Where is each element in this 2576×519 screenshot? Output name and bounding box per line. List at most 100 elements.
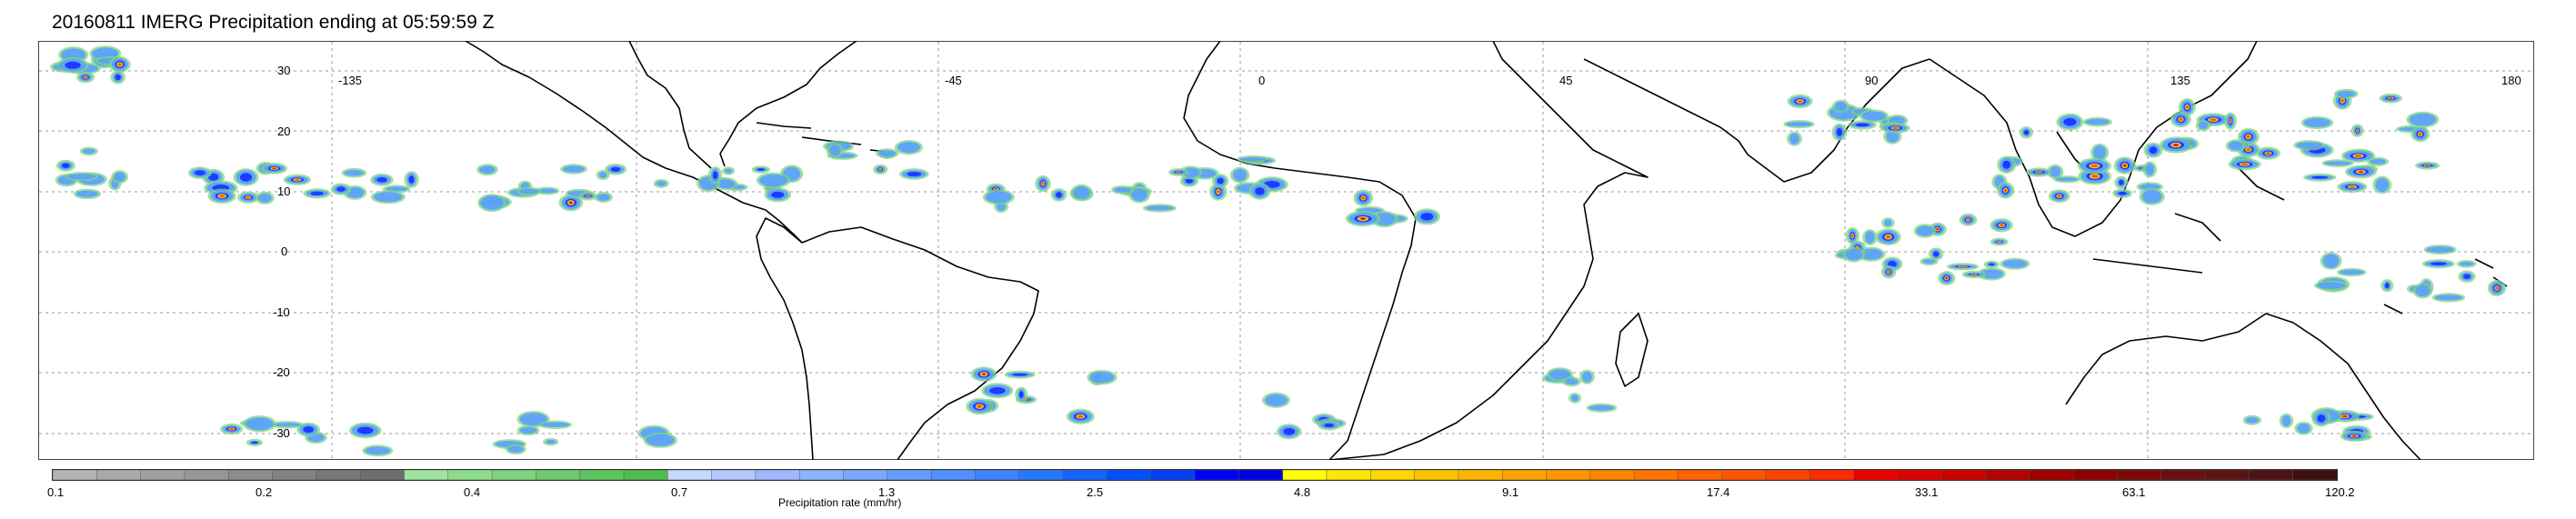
rain-cell (1145, 205, 1174, 211)
colorbar-cell (755, 469, 801, 481)
rain-cell (2303, 117, 2331, 128)
rain-cell (1797, 100, 1803, 103)
colorbar-cell (491, 469, 537, 481)
colorbar-cell (887, 469, 933, 481)
rain-cell (2343, 415, 2347, 417)
lon-label-0: 0 (1258, 74, 1265, 87)
rain-cell (2349, 185, 2356, 188)
rain-cell (2049, 165, 2061, 177)
colorbar-label-4-8: 4.8 (1294, 485, 1310, 499)
colorbar-cell (623, 469, 669, 481)
map-title: 20160811 IMERG Precipitation ending at 0… (52, 12, 495, 33)
rain-cell (2430, 262, 2447, 265)
rain-cell (1789, 133, 1799, 145)
lat-label-minus-20: -20 (273, 365, 290, 379)
rain-cell (115, 74, 121, 81)
colorbar-cell (1282, 469, 1328, 481)
rain-cell (1255, 187, 1265, 195)
colorbar-label-120-2: 120.2 (2325, 485, 2355, 499)
rain-cell (1865, 231, 1875, 244)
rain-cell (2093, 145, 2107, 160)
rain-cell (194, 170, 205, 176)
rain-cell (408, 175, 415, 184)
rain-cell (2384, 283, 2390, 289)
precipitation-map: -135 -45 0 45 90 135 180 30 20 10 0 -10 … (38, 41, 2534, 460)
rain-cell (2002, 259, 2028, 268)
rain-cell (1861, 111, 1887, 121)
rain-cell (67, 174, 95, 180)
rain-cell (2246, 135, 2250, 139)
rain-cell (310, 191, 325, 195)
colorbar-cell (579, 469, 625, 481)
colorbar-cell (2160, 469, 2206, 481)
colorbar-cell (667, 469, 713, 481)
rain-cell (2352, 435, 2356, 437)
rain-cell (598, 172, 607, 178)
colorbar-cell (1369, 469, 1416, 481)
rain-cell (546, 439, 556, 444)
rain-cell (2036, 171, 2041, 174)
rain-cell (1859, 248, 1883, 260)
rain-cell (2210, 118, 2217, 122)
rain-cell (2179, 117, 2183, 121)
rain-cell (1217, 177, 1224, 185)
colorbar-label-0-1: 0.1 (47, 485, 64, 499)
coast-africa-east (1328, 41, 1649, 460)
rain-cell (1937, 228, 1939, 230)
rain-cell (1265, 394, 1288, 406)
rain-cell (2340, 269, 2364, 275)
lon-label-90: 90 (1865, 74, 1878, 87)
rain-cell (2317, 414, 2326, 423)
colorbar-label-63-1: 63.1 (2122, 485, 2145, 499)
rain-cell (1570, 394, 1579, 402)
rain-cell (2240, 163, 2249, 165)
coast-africa-west (1183, 41, 1417, 460)
rain-cell (1420, 213, 1434, 221)
colorbar-label-33-1: 33.1 (1915, 485, 1938, 499)
rain-cell (977, 404, 983, 408)
colorbar-cell (1633, 469, 1679, 481)
colorbar-labels: 0.1 0.2 0.4 0.7 1.3 2.5 4.8 9.1 17.4 33.… (47, 485, 2355, 499)
colorbar-cell (2249, 469, 2294, 481)
rain-cell (563, 165, 585, 173)
colorbar-cell (1107, 469, 1152, 481)
rain-cell (1056, 192, 1062, 198)
lat-label-30: 30 (277, 64, 290, 77)
rain-cell (2375, 177, 2390, 193)
rain-cell (2296, 142, 2322, 149)
colorbar-cell (1985, 469, 2030, 481)
colorbar-cell (1809, 469, 1855, 481)
rain-cell (1232, 168, 1248, 182)
colorbar-cell (1853, 469, 1899, 481)
rain-cell (507, 445, 524, 453)
rain-cell (1565, 378, 1579, 385)
rain-cell (385, 186, 408, 192)
rain-cell (251, 441, 258, 444)
colorbar-cell (2117, 469, 2162, 481)
rain-cell (2459, 262, 2474, 266)
rain-cell (757, 168, 766, 171)
rain-cell (1966, 218, 1970, 221)
rain-cell (2055, 177, 2079, 182)
rain-cell (2357, 130, 2359, 132)
colorbar-cell (1940, 469, 1987, 481)
rain-cell (75, 190, 99, 197)
colorbar-cell (359, 469, 406, 481)
rain-cell (1549, 369, 1571, 380)
colorbar-cell (1589, 469, 1635, 481)
rain-cell (1933, 251, 1940, 257)
rain-cell (989, 387, 1006, 394)
rain-cell (2090, 164, 2099, 168)
rain-cell (610, 166, 621, 172)
rain-cell (2174, 144, 2178, 146)
rain-cell (1073, 185, 1090, 199)
rain-cell (1836, 127, 1843, 136)
rain-cell (1892, 126, 1899, 129)
map-frame (38, 41, 2534, 460)
rain-cell (2246, 148, 2251, 152)
rain-cell (2434, 294, 2463, 301)
rain-cell (1855, 123, 1869, 127)
rain-cell (717, 179, 736, 189)
rain-cell (2228, 141, 2243, 151)
coast-madagascar (1615, 313, 1649, 387)
